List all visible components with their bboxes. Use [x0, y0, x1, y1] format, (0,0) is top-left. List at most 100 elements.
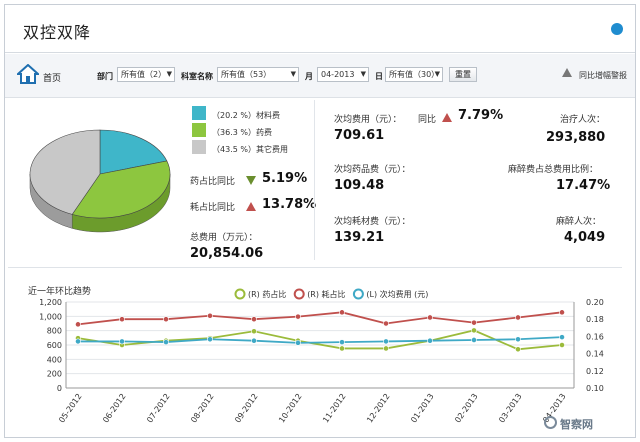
day-label: 日 — [375, 72, 383, 81]
data-point — [207, 336, 213, 343]
data-point — [559, 342, 565, 348]
page-title: 双控双降 — [23, 23, 92, 42]
per-drug-value: 109.48 — [334, 178, 385, 193]
x-tick-label: 03-2013 — [497, 392, 524, 425]
x-tick-label: 12-2012 — [365, 392, 392, 425]
warning-icon — [562, 68, 572, 77]
data-point — [295, 313, 301, 320]
dept-select[interactable]: 所有值（2） ▼ — [117, 67, 175, 82]
data-point — [515, 314, 521, 321]
cost-pie-chart — [29, 129, 171, 233]
legend-drug: （36.3 %）药费 — [212, 128, 272, 137]
data-point — [295, 339, 301, 346]
y-left-tick-label: 600 — [47, 341, 62, 350]
filter-toolbar: 首页 部门 所有值（2） ▼ 科室名称 所有值（53） ▼ 月 04-2013 ▼ 日… — [5, 54, 635, 98]
per-cost-label: 次均费用（元）： — [334, 115, 402, 125]
data-point — [471, 319, 477, 326]
anesthesia-count-value: 4,049 — [564, 230, 606, 245]
drug-ratio-label: 药占比同比 — [190, 177, 236, 187]
data-point — [75, 321, 81, 328]
summary-panel — [8, 96, 622, 268]
data-point — [251, 328, 257, 335]
x-tick-label: 08-2012 — [189, 392, 216, 425]
pie-slice — [29, 129, 101, 215]
legend-marker — [234, 288, 246, 300]
series-line — [78, 336, 563, 344]
y-left-tick-label: 400 — [47, 355, 62, 364]
y-left-tick-label: 1,000 — [39, 312, 62, 321]
data-point — [163, 316, 169, 323]
x-tick-label: 07-2012 — [145, 392, 172, 425]
y-right-tick-label: 0.18 — [586, 315, 604, 324]
data-point — [339, 339, 345, 346]
per-drug-label: 次均药品费（元）： — [334, 165, 411, 175]
data-point — [559, 309, 565, 316]
data-point — [471, 327, 477, 334]
chevron-down-icon: ▼ — [360, 70, 366, 78]
legend-swatch-drug — [192, 123, 206, 137]
x-tick-label: 05-2012 — [57, 392, 84, 425]
per-cost-value: 709.61 — [334, 128, 385, 143]
x-tick-label: 09-2012 — [233, 392, 260, 425]
yoy-label: 同比 — [418, 115, 437, 125]
info-icon[interactable] — [611, 23, 623, 35]
total-cost-label: 总费用（万元）： — [190, 233, 258, 243]
up-arrow-icon — [246, 202, 256, 211]
anesthesia-count-label: 麻醉人次： — [556, 217, 602, 227]
y-right-tick-label: 0.20 — [586, 298, 604, 307]
per-material-value: 139.21 — [334, 230, 385, 245]
x-tick-label: 06-2012 — [101, 392, 128, 425]
y-right-tick-label: 0.14 — [586, 350, 604, 359]
legend-entry: (R) 药占比 — [248, 289, 286, 299]
data-point — [383, 345, 389, 352]
watermark-logo-icon — [544, 416, 557, 429]
data-point — [339, 309, 345, 316]
subject-select[interactable]: 所有值（53） ▼ — [217, 67, 299, 82]
data-point — [559, 334, 565, 341]
y-left-tick-label: 200 — [47, 370, 62, 379]
series-line — [77, 311, 563, 326]
legend-material: （20.2 %）材料费 — [212, 111, 280, 120]
y-left-tick-label: 0 — [57, 384, 62, 393]
data-point — [471, 337, 477, 343]
pie-slice — [99, 129, 168, 175]
x-tick-label: 10-2012 — [277, 392, 304, 425]
x-tick-label: 01-2013 — [409, 392, 436, 425]
chevron-down-icon: ▼ — [290, 70, 296, 78]
material-ratio-value: 13.78% — [262, 197, 317, 212]
legend-entry: (L) 次均费用 (元) — [366, 289, 428, 299]
chevron-down-icon: ▼ — [434, 70, 440, 78]
data-point — [515, 336, 521, 343]
data-point — [427, 314, 433, 321]
y-left-tick-label: 800 — [47, 327, 62, 336]
data-point — [251, 337, 257, 344]
total-cost-value: 20,854.06 — [190, 246, 264, 261]
treat-count-value: 293,880 — [546, 130, 606, 145]
y-right-tick-label: 0.12 — [586, 367, 604, 376]
treat-count-label: 治疗人次： — [560, 115, 606, 125]
legend-swatch-material — [192, 106, 206, 120]
legend-entry: (R) 耗占比 — [307, 289, 345, 299]
subject-label: 科室名称 — [181, 72, 213, 81]
data-point — [75, 338, 81, 345]
reset-button[interactable]: 重置 — [449, 67, 477, 82]
home-icon[interactable] — [17, 64, 39, 84]
down-arrow-icon — [246, 176, 256, 185]
material-ratio-label: 耗占比同比 — [190, 203, 236, 213]
x-tick-label: 02-2013 — [453, 392, 480, 425]
trend-chart-title: 近一年环比趋势 — [28, 287, 92, 297]
data-point — [383, 338, 389, 345]
per-material-label: 次均耗材费（元）： — [334, 217, 411, 227]
home-link[interactable]: 首页 — [43, 74, 62, 84]
legend-swatch-other — [192, 140, 206, 154]
data-point — [427, 337, 433, 344]
watermark: 智察网 — [560, 418, 593, 431]
data-point — [251, 316, 257, 323]
month-select[interactable]: 04-2013 ▼ — [317, 67, 369, 82]
anesthesia-ratio-value: 17.47% — [556, 178, 611, 193]
day-select[interactable]: 所有值（30） ▼ — [385, 67, 443, 82]
panel-divider — [314, 100, 315, 260]
y-left-tick-label: 1,200 — [39, 298, 62, 307]
title-bar: 双控双降 — [5, 5, 635, 53]
trend-line-chart: 0 200 400 600 800 1,000 1,200 0.10 0.12 0.14 0.16 0… — [39, 288, 604, 425]
